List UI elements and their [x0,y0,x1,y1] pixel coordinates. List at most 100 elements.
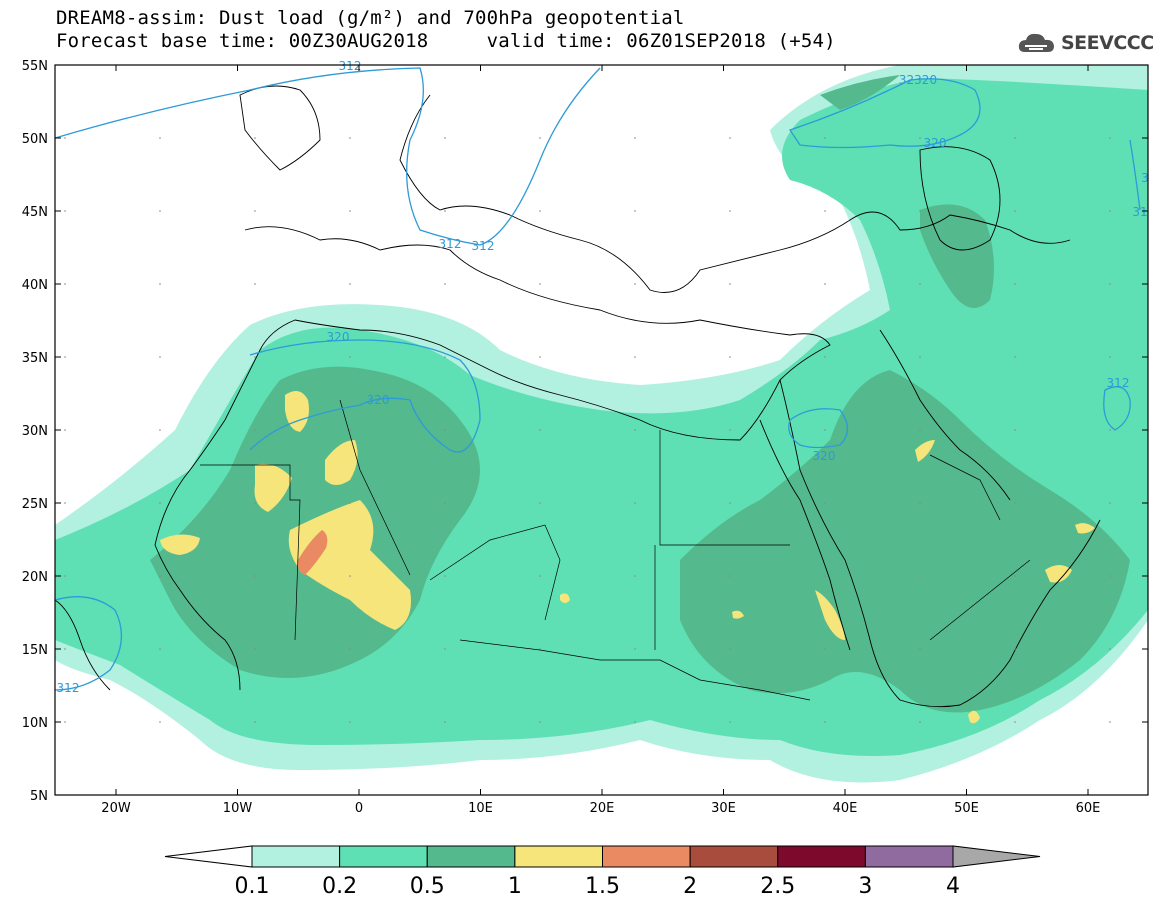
grid-dot [254,356,256,358]
grid-dot [349,502,351,504]
grid-dot [349,356,351,358]
grid-dot [919,648,921,650]
colorbar-label: 0.2 [322,874,357,899]
colorbar-upper-extend [952,845,1041,868]
grid-dot [539,721,541,723]
lon-tick-label: 50E [954,801,979,816]
colorbar-label: 1.5 [585,874,620,899]
grid-dot [729,137,731,139]
contour-label: 312 [472,239,495,253]
lon-tick-label: 40E [833,801,858,816]
country-borders [200,399,1031,701]
grid-dot [824,429,826,431]
coastlines [55,85,1101,708]
colorbar-label: 1 [508,874,522,899]
grid-dot [349,283,351,285]
grid-dot [444,721,446,723]
grid-dot [444,502,446,504]
grid-dot [444,648,446,650]
grid-dot [1109,429,1111,431]
colorbar: 0.1 0.2 0.5 1 1.5 2 2.5 3 4 [164,845,1041,899]
colorbar-segment [426,845,516,868]
grid-dot [634,356,636,358]
grid-dot [254,648,256,650]
lon-tick-label: 10W [223,801,253,816]
colorbar-label: 2 [683,874,697,899]
grid-dot [444,137,446,139]
lat-tick-label: 5N [30,789,48,804]
grid-dot [254,502,256,504]
grid-dot [159,356,161,358]
grid-dot [824,502,826,504]
lon-tick-label: 10E [468,801,493,816]
lat-axis: 55N 50N 45N 40N 35N 30N 25N 20N 15N 10N 5N [22,59,1148,804]
grid-dot [1014,648,1016,650]
grid-dot [824,356,826,358]
lat-tick-label: 20N [22,570,48,585]
grid-dot [919,502,921,504]
dust-band-0.5 [820,75,900,110]
contour-label: 32320 [899,73,937,87]
colorbar-segment [251,845,341,868]
forecast-times: Forecast base time: 00Z30AUG2018 valid t… [56,30,836,52]
grid-dot [64,137,66,139]
grid-dot [1109,210,1111,212]
grid-dot [349,575,351,577]
contour-label: 320 [924,136,947,150]
grid-dot [1014,429,1016,431]
grid-dot [634,429,636,431]
grid-dot [729,648,731,650]
contour-label: 312 [1107,376,1130,390]
grid-dot [1014,210,1016,212]
lon-axis: 20W 10W 0 10E 20E 30E 40E 50E 60E [101,65,1100,816]
grid-dot [254,210,256,212]
colorbar-label: 2.5 [760,874,795,899]
grid-dot [1109,502,1111,504]
colorbar-segment [602,845,691,868]
lon-tick-label: 20E [590,801,615,816]
grid-dot [1109,721,1111,723]
grid-dot [159,575,161,577]
dust-field [55,65,1148,783]
grid-dot [1109,137,1111,139]
grid-dot [539,575,541,577]
grid-dot [444,210,446,212]
grid-dot [919,137,921,139]
grid-dot [254,721,256,723]
contour-label: 320 [813,449,836,463]
grid-dot [444,575,446,577]
grid-dot [64,283,66,285]
grid-dot [729,575,731,577]
grid-dot [64,575,66,577]
grid-dot [539,648,541,650]
dust-band-2 [297,530,328,575]
grid-dot [539,283,541,285]
grid-dot [634,648,636,650]
grid-dot [634,210,636,212]
lat-tick-label: 50N [22,132,48,147]
grid-dot [1109,356,1111,358]
grid-dot [254,137,256,139]
lat-tick-label: 45N [22,205,48,220]
grid-dot [444,283,446,285]
contour-label: 312 [57,681,80,695]
colorbar-label: 0.1 [235,874,270,899]
grid-dot [634,137,636,139]
grid-dot [634,283,636,285]
grid-dot [824,575,826,577]
map-title: DREAM8-assim: Dust load (g/m²) and 700hP… [56,7,685,29]
lat-tick-label: 35N [22,351,48,366]
grid-dot [1014,575,1016,577]
grid-dot [919,210,921,212]
colorbar-segment [689,845,779,868]
grid-dot [1109,283,1111,285]
colorbar-label: 0.5 [410,874,445,899]
colorbar-segment [339,845,428,868]
lon-tick-label: 60E [1076,801,1101,816]
grid-dot [254,575,256,577]
grid-dot [159,721,161,723]
grid-dot [729,429,731,431]
grid-dot [634,502,636,504]
grid-dot [824,283,826,285]
